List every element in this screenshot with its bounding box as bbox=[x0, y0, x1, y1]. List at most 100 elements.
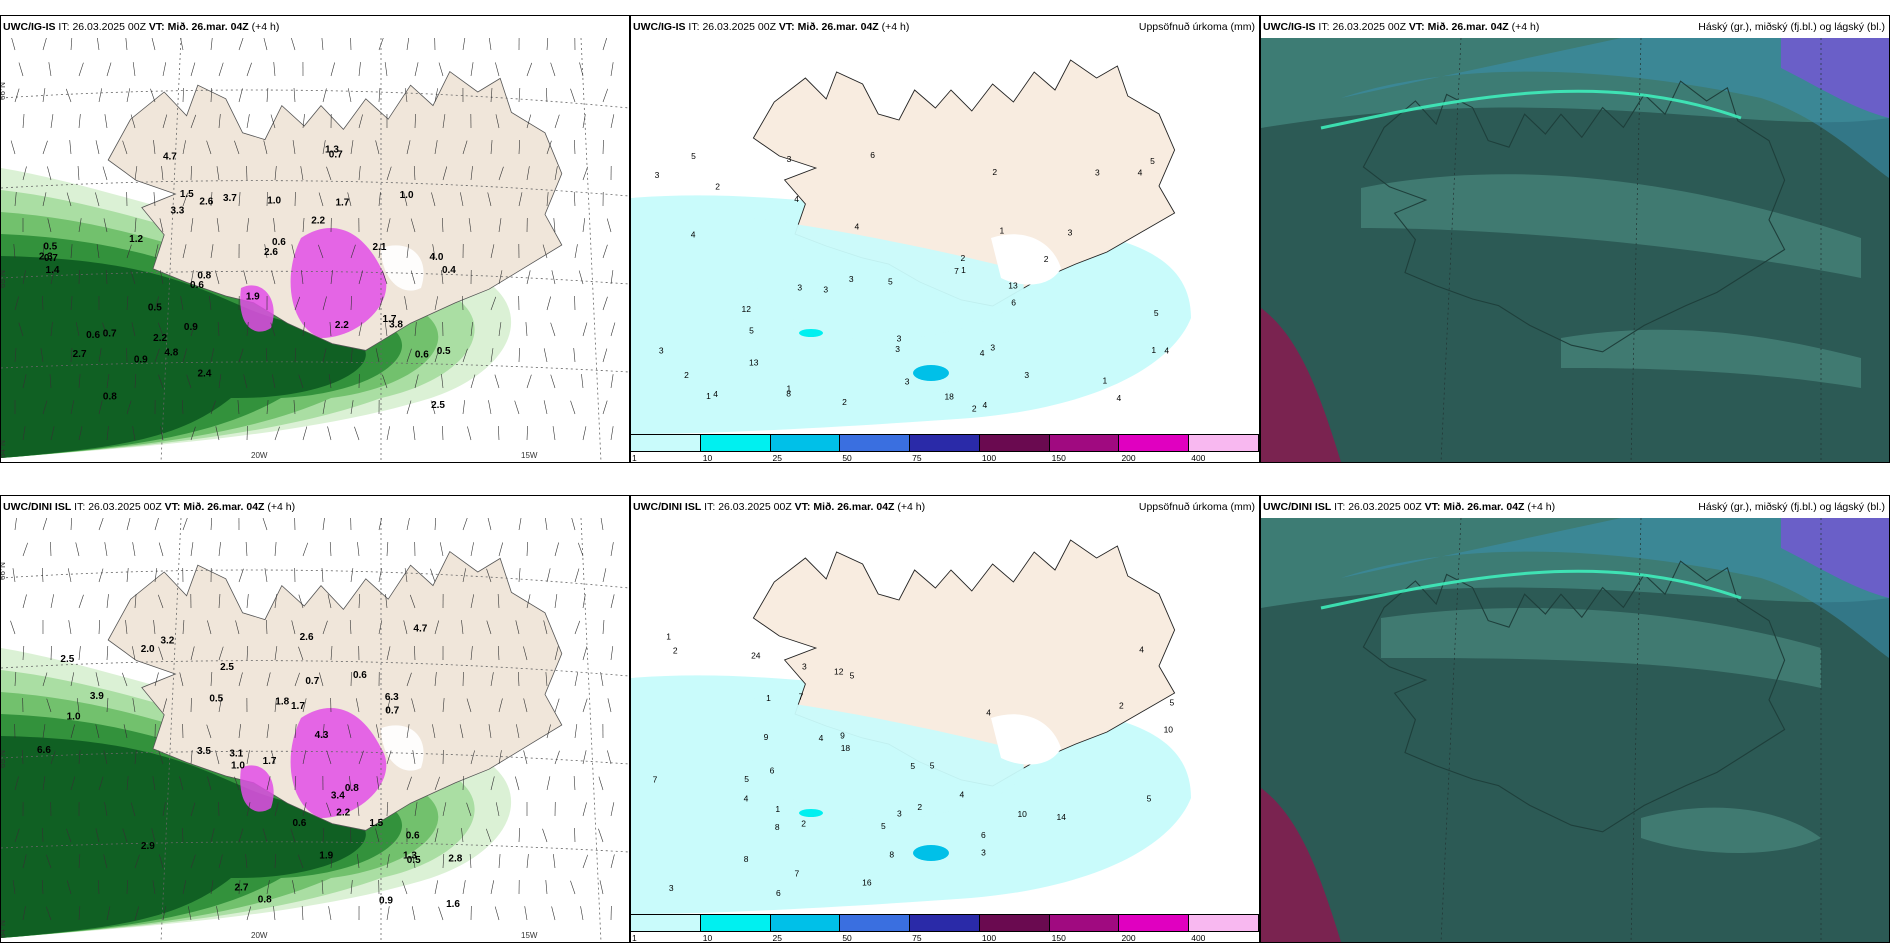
wind-barb bbox=[434, 880, 439, 895]
precip-value-label: 0.6 bbox=[190, 280, 204, 291]
wind-barb bbox=[123, 724, 128, 739]
wind-barb bbox=[42, 568, 44, 583]
colorbar-tick: 50 bbox=[842, 933, 852, 943]
precip-value-label: 1 bbox=[775, 804, 780, 814]
wind-barb bbox=[14, 672, 17, 687]
wind-barb bbox=[582, 166, 588, 181]
wind-barb bbox=[70, 672, 75, 687]
wind-barb bbox=[487, 518, 492, 531]
wind-barb bbox=[349, 620, 352, 635]
wind-barb bbox=[600, 518, 604, 531]
wind-barb bbox=[498, 322, 502, 337]
wind-barb bbox=[375, 140, 380, 155]
wind-barb bbox=[150, 88, 156, 103]
wind-barb bbox=[386, 802, 389, 817]
wind-barb bbox=[274, 802, 279, 817]
wind-barb bbox=[570, 400, 576, 415]
wind-barb bbox=[546, 88, 548, 103]
wind-barb bbox=[301, 906, 304, 921]
wind-barb bbox=[319, 672, 324, 687]
wind-barb bbox=[151, 38, 156, 51]
wind-barb bbox=[50, 541, 52, 557]
wind-barb bbox=[461, 828, 464, 843]
precip-value-label: 1.0 bbox=[400, 190, 414, 201]
precip-value-label: 5 bbox=[1169, 697, 1174, 707]
wind-barb bbox=[354, 426, 360, 441]
wind-barb bbox=[41, 880, 44, 895]
wind-barb bbox=[376, 776, 380, 791]
wind-barb bbox=[574, 620, 581, 635]
wind-barb bbox=[515, 776, 520, 791]
colorbar-swatch bbox=[910, 434, 980, 452]
precip-value-label: 0.8 bbox=[103, 392, 117, 403]
wind-barb bbox=[498, 698, 503, 713]
wind-barb bbox=[243, 374, 248, 389]
wind-barb bbox=[102, 166, 108, 181]
wind-barb bbox=[294, 672, 300, 687]
wind-barb bbox=[582, 114, 586, 129]
wind-barb bbox=[386, 698, 391, 713]
graticule bbox=[1630, 518, 1642, 942]
colorbar: 1 10 25 50 75 100 150 200 400 bbox=[631, 914, 1259, 942]
wind-barb bbox=[523, 750, 528, 765]
colorbar-swatch bbox=[1189, 434, 1259, 452]
wind-barb bbox=[462, 880, 466, 895]
wind-barb bbox=[347, 88, 352, 103]
wind-barb bbox=[384, 62, 388, 77]
wind-barb bbox=[98, 88, 103, 103]
wind-barb bbox=[182, 518, 188, 531]
wind-barb bbox=[103, 750, 108, 765]
precip-value-label: 5 bbox=[691, 151, 696, 161]
wind-barb bbox=[266, 191, 268, 207]
wind-barb bbox=[190, 270, 194, 285]
precip-value-label: 2.4 bbox=[197, 368, 211, 379]
wind-barb bbox=[598, 776, 604, 791]
wind-barb bbox=[95, 192, 100, 207]
wind-barb bbox=[552, 426, 556, 441]
wind-barb bbox=[246, 802, 251, 817]
wind-barb bbox=[582, 426, 587, 441]
wind-barb bbox=[78, 594, 84, 609]
wind-barb bbox=[270, 322, 276, 337]
precip-10-25 bbox=[913, 845, 949, 861]
wind-barb bbox=[442, 114, 446, 129]
precip-value-label: 0.9 bbox=[184, 322, 198, 333]
precip-value-label: 2 bbox=[715, 181, 720, 191]
wind-barb bbox=[134, 854, 140, 869]
wind-barb bbox=[610, 322, 616, 337]
precip-value-label: 3 bbox=[655, 170, 660, 180]
precip-value-label: 0.7 bbox=[103, 328, 117, 339]
wind-barb bbox=[182, 880, 187, 895]
precip-value-label: 3.7 bbox=[223, 193, 237, 204]
wind-barb bbox=[40, 348, 44, 363]
precip-value-label: 4 bbox=[980, 348, 985, 358]
precip-value-label: 2.5 bbox=[60, 654, 74, 665]
wind-barb bbox=[134, 166, 138, 181]
wind-barb bbox=[266, 672, 271, 687]
wind-barb bbox=[50, 750, 56, 765]
wind-barb bbox=[378, 620, 383, 635]
wind-barb bbox=[234, 140, 240, 155]
wind-barb bbox=[542, 244, 548, 259]
wind-barb bbox=[498, 270, 503, 285]
wind-barb bbox=[378, 38, 384, 51]
wind-barb bbox=[210, 880, 214, 895]
wind-barb bbox=[442, 166, 448, 181]
wind-barb bbox=[162, 114, 168, 129]
wind-barb bbox=[490, 296, 497, 311]
wind-barb bbox=[430, 568, 436, 583]
wind-barb bbox=[553, 218, 556, 233]
wind-barb bbox=[98, 568, 104, 583]
wind-barb bbox=[190, 854, 196, 869]
wind-barb bbox=[70, 724, 75, 739]
colorbar-tick: 10 bbox=[702, 453, 713, 463]
wind-barb bbox=[182, 140, 186, 155]
wind-barb bbox=[598, 828, 604, 843]
precip-value-label: 1.2 bbox=[129, 234, 143, 245]
wind-barb bbox=[490, 672, 494, 687]
precip-value-label: 4.3 bbox=[315, 730, 329, 741]
wind-barb bbox=[42, 192, 47, 207]
wind-barb bbox=[246, 750, 250, 765]
wind-barb bbox=[322, 620, 328, 635]
wind-barb bbox=[210, 348, 215, 363]
